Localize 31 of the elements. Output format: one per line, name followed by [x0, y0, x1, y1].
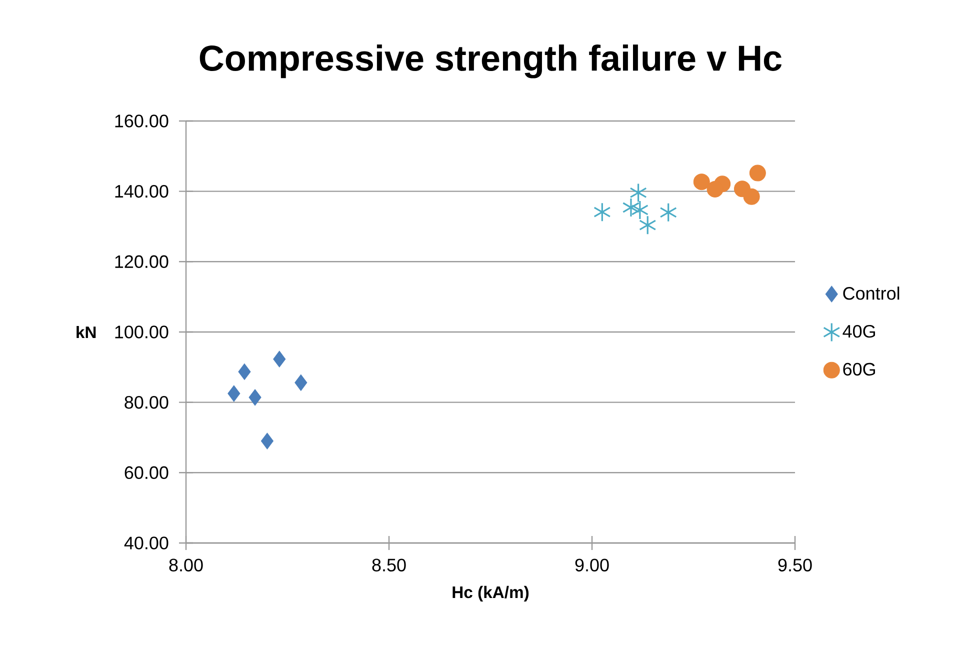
point	[693, 174, 710, 190]
legend-label: 60G	[843, 362, 875, 376]
y-tick-label: 60.00	[124, 466, 168, 480]
point	[594, 202, 611, 222]
x-tick-label: 9.50	[778, 558, 812, 572]
point	[743, 188, 760, 205]
x-tick-label: 8.00	[169, 558, 203, 572]
y-tick-label: 160.00	[115, 114, 168, 128]
point	[660, 202, 677, 222]
y-tick-label: 120.00	[115, 255, 168, 268]
point	[630, 182, 647, 203]
point	[749, 164, 766, 182]
legend-label: 40G	[842, 324, 875, 338]
point	[228, 385, 240, 402]
y-tick-label: 40.00	[124, 536, 168, 550]
point	[706, 180, 724, 198]
x-axis-title: Hc (kA/m)	[452, 586, 529, 602]
point	[622, 198, 640, 218]
point	[260, 432, 274, 450]
y-tick-label: 100.00	[115, 326, 168, 338]
chart-title: Compressive strength failure v Hc	[200, 44, 782, 78]
point	[248, 389, 262, 406]
y-tick-label: 140.00	[115, 184, 168, 198]
point	[294, 374, 308, 391]
y-axis-title: kN	[76, 326, 96, 338]
x-tick-label: 8.50	[372, 558, 406, 572]
point	[273, 350, 286, 368]
x-tick-label: 9.00	[575, 558, 609, 572]
legend-label: Control	[843, 286, 900, 300]
point	[238, 363, 251, 380]
y-tick-label: 80.00	[124, 396, 168, 409]
